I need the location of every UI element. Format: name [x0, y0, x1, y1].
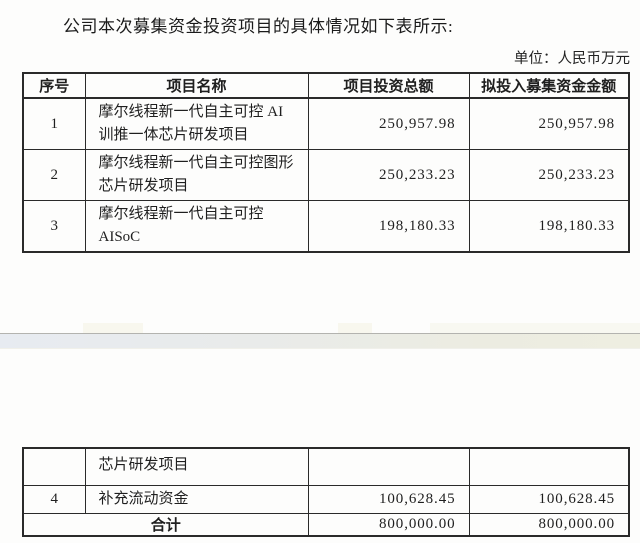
- cell-raised-funds: 250,233.23: [468, 149, 630, 201]
- col-header-project-name: 项目名称: [84, 72, 309, 99]
- cell-project-name: 补充流动资金: [84, 484, 309, 514]
- table-header-row: 序号 项目名称 项目投资总额 拟投入募集资金金额: [22, 72, 630, 99]
- cell-raised-funds: 100,628.45: [468, 484, 630, 514]
- screenshot-seam-artifact: [338, 323, 372, 333]
- unit-label: 单位：人民币万元: [514, 51, 630, 67]
- table-row: 4 补充流动资金 100,628.45 100,628.45: [22, 484, 630, 514]
- cell-serial: 4: [22, 484, 86, 514]
- cell-serial: 2: [22, 149, 86, 201]
- cell-total-investment: 198,180.33: [307, 200, 470, 253]
- cell-total-investment: 100,628.45: [307, 484, 470, 514]
- table-row: 3 摩尔线程新一代自主可控 AISoC 198,180.33 198,180.3…: [22, 200, 630, 253]
- fundraising-projects-table-bottom: 芯片研发项目 4 补充流动资金 100,628.45 100,628.45 合计…: [22, 447, 630, 537]
- cell-project-name: 摩尔线程新一代自主可控 AISoC: [84, 200, 309, 253]
- table-row: 2 摩尔线程新一代自主可控图形芯片研发项目 250,233.23 250,233…: [22, 149, 630, 201]
- col-header-serial: 序号: [22, 72, 86, 99]
- cell-serial: 3: [22, 200, 86, 253]
- col-header-raised-funds: 拟投入募集资金金额: [468, 72, 630, 99]
- cell-raised-funds: 250,957.98: [468, 97, 630, 150]
- screenshot-seam-artifact: [430, 323, 640, 333]
- cell-total-investment: [307, 447, 470, 486]
- table-row-continued: 芯片研发项目: [22, 447, 630, 486]
- cell-project-name: 摩尔线程新一代自主可控 AI 训推一体芯片研发项目: [84, 97, 309, 150]
- fundraising-projects-table-top: 序号 项目名称 项目投资总额 拟投入募集资金金额 1 摩尔线程新一代自主可控 A…: [22, 72, 630, 253]
- screenshot-seam-band: [0, 333, 640, 349]
- col-header-total-investment: 项目投资总额: [307, 72, 470, 99]
- cell-serial: 1: [22, 97, 86, 150]
- cell-serial: [22, 447, 86, 486]
- cell-total-investment-sum: 800,000.00: [307, 512, 470, 536]
- cell-raised-funds: [468, 447, 630, 486]
- cell-raised-funds: 198,180.33: [468, 200, 630, 253]
- cell-project-name: 摩尔线程新一代自主可控图形芯片研发项目: [84, 149, 309, 201]
- cell-total-investment: 250,957.98: [307, 97, 470, 150]
- cell-project-name: 芯片研发项目: [84, 447, 309, 486]
- cell-total-label: 合计: [22, 512, 309, 536]
- table-total-row: 合计 800,000.00 800,000.00: [22, 512, 630, 536]
- screenshot-seam-artifact: [83, 323, 143, 333]
- cell-total-investment: 250,233.23: [307, 149, 470, 201]
- page-title: 公司本次募集资金投资项目的具体情况如下表所示:: [63, 17, 454, 36]
- table-row: 1 摩尔线程新一代自主可控 AI 训推一体芯片研发项目 250,957.98 2…: [22, 97, 630, 150]
- cell-raised-funds-sum: 800,000.00: [468, 512, 630, 536]
